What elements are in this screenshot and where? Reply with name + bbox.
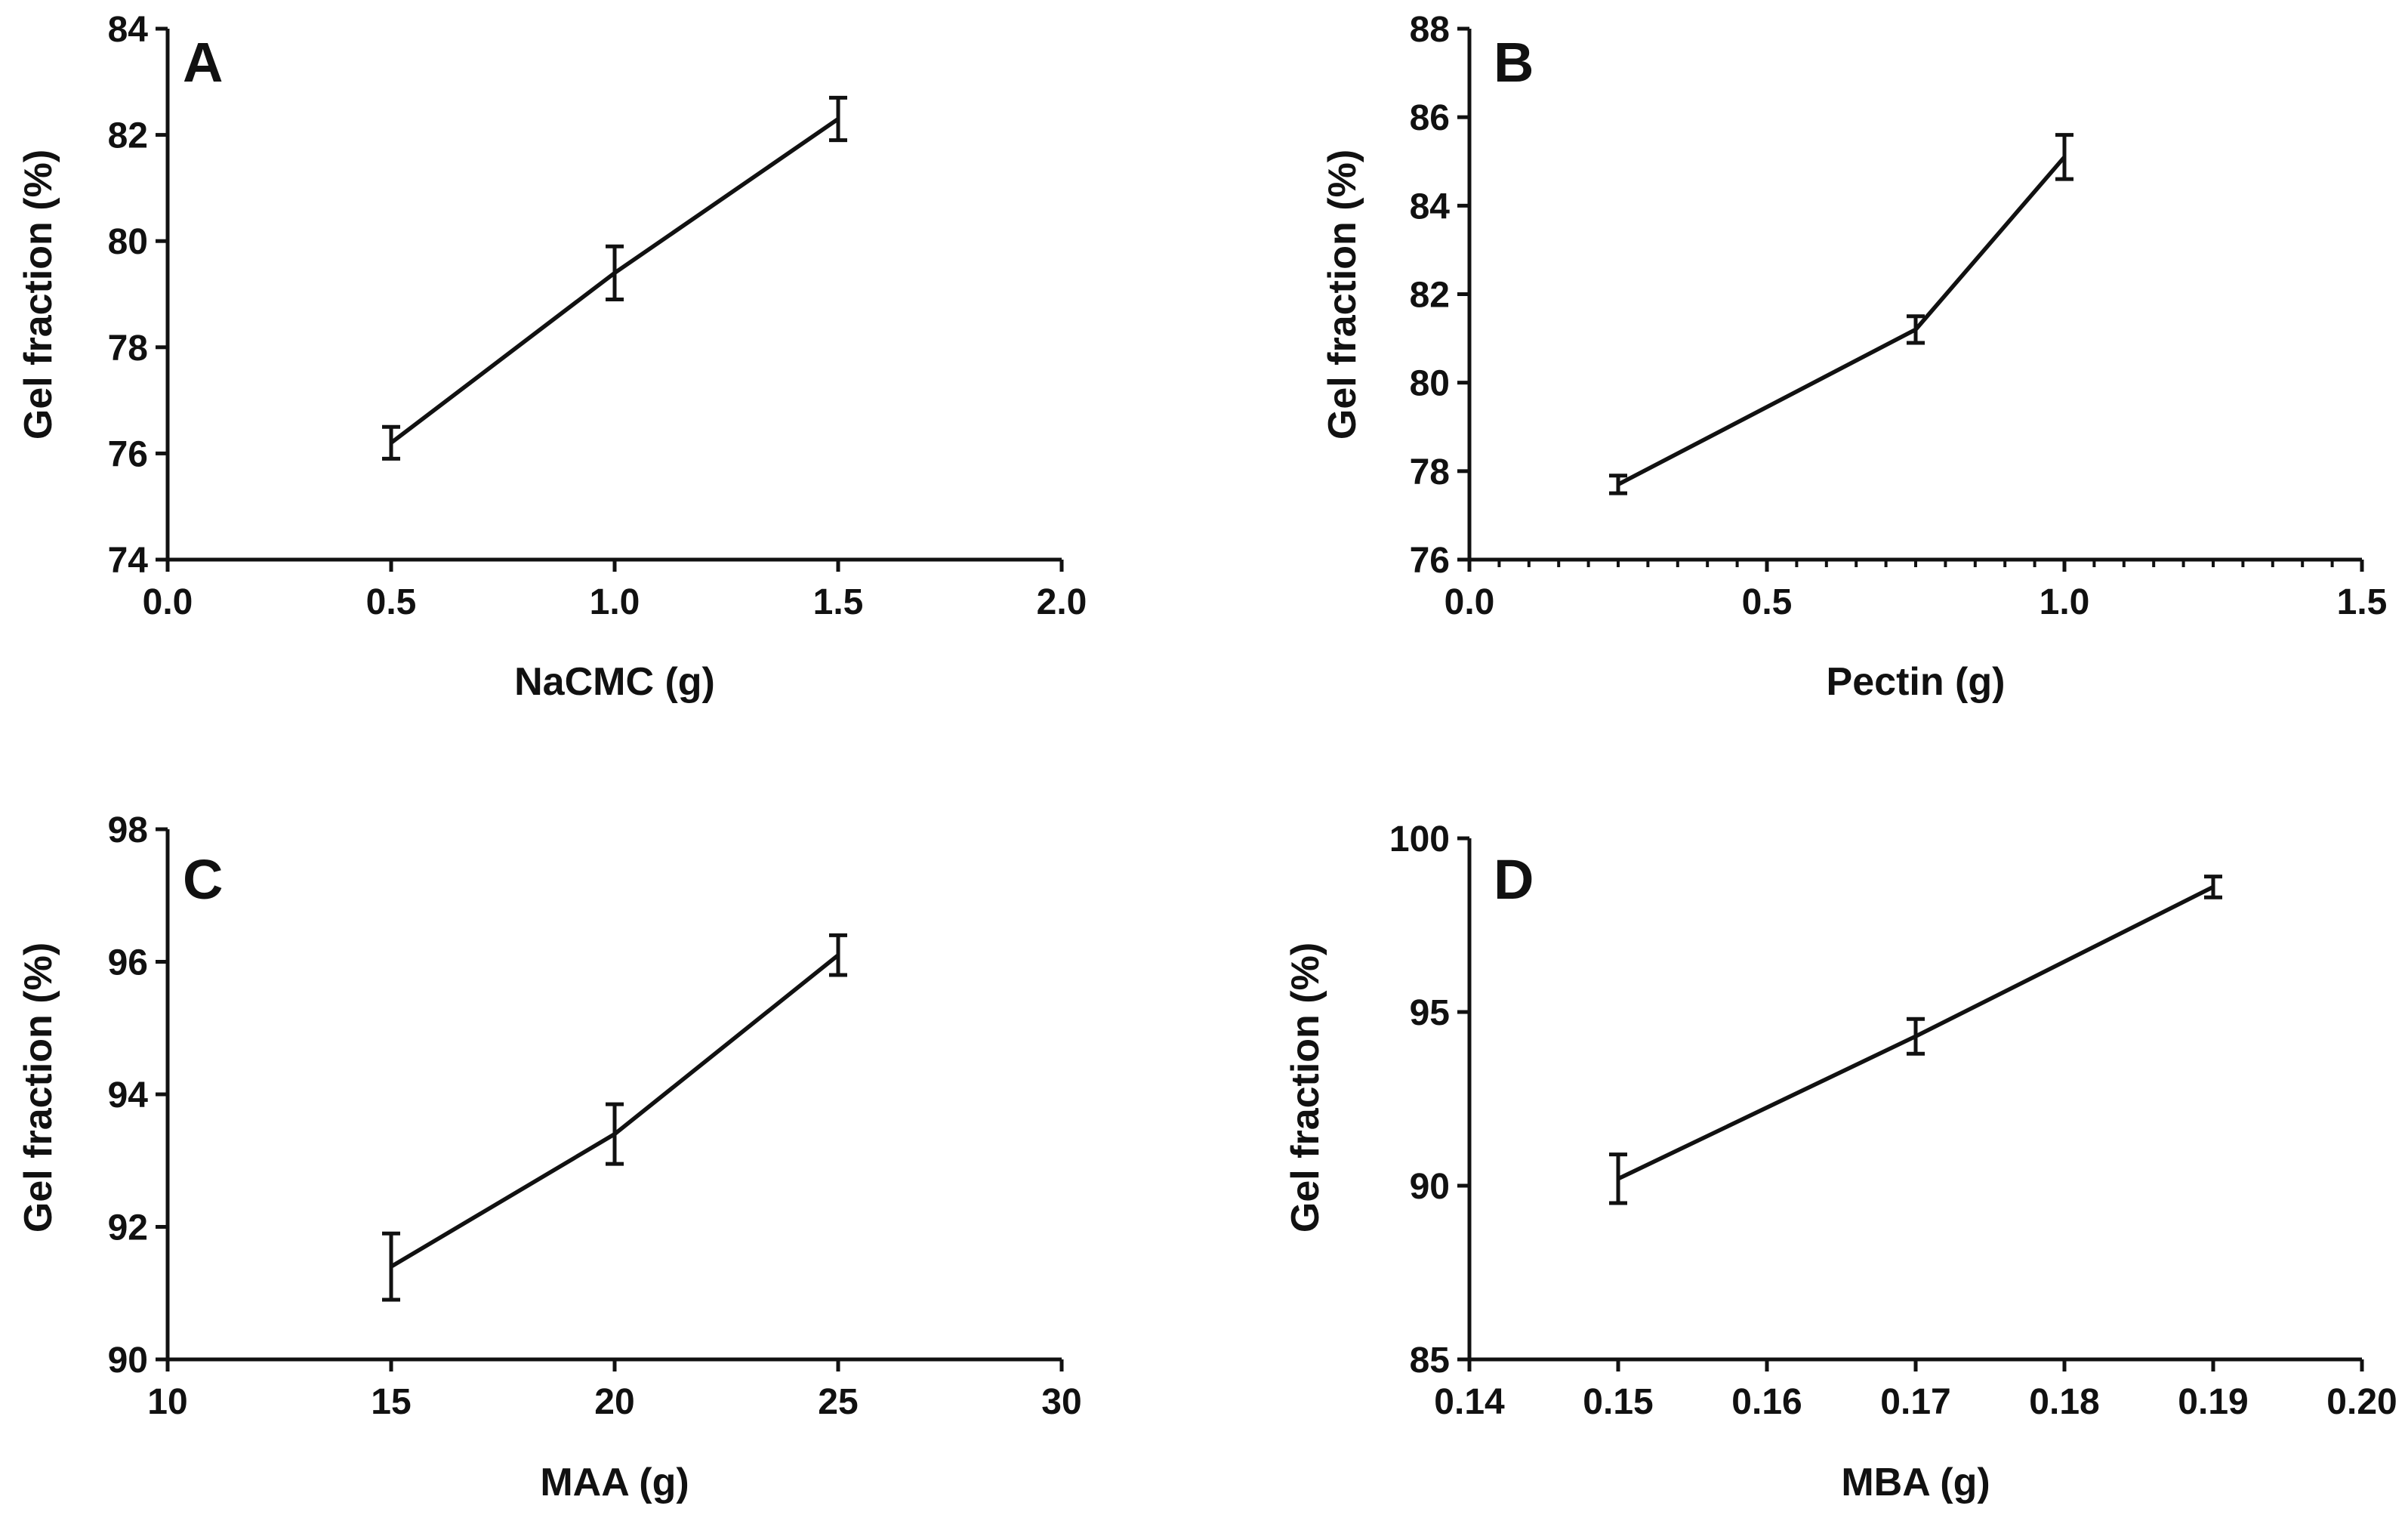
- x-tick-label: 2.0: [1037, 582, 1087, 622]
- x-tick-label: 0.16: [1731, 1382, 1802, 1422]
- x-tick-label: 0.15: [1583, 1382, 1653, 1422]
- y-tick-label: 85: [1410, 1341, 1450, 1381]
- error-bar: [829, 95, 847, 143]
- x-axis-title: MBA (g): [1841, 1461, 1990, 1504]
- x-tick-label: 1.5: [2337, 582, 2388, 622]
- y-tick-label: 98: [108, 810, 148, 850]
- x-tick-label: 0.14: [1434, 1382, 1505, 1422]
- panel-d: D MBA (g) Gel fraction (%) 85 90 95 100 0.14…: [1284, 819, 2397, 1504]
- y-tick-label: 84: [108, 10, 149, 50]
- x-tick-label: 1.0: [2040, 582, 2090, 622]
- error-bar: [1907, 1017, 1925, 1056]
- panel-a: A NaCMC (g) Gel fraction (%) 74 76 78 80 82 8…: [17, 10, 1087, 704]
- x-tick-label: 0.20: [2326, 1382, 2397, 1422]
- y-tick-label: 80: [1410, 364, 1450, 404]
- error-bar: [1609, 474, 1627, 495]
- error-bar: [382, 424, 400, 461]
- x-tick-label: 0.18: [2029, 1382, 2099, 1422]
- y-tick-label: 94: [108, 1075, 149, 1115]
- x-tick-label: 0.17: [1880, 1382, 1950, 1422]
- error-bar: [829, 933, 847, 977]
- panel-label: B: [1494, 31, 1534, 94]
- y-tick-label: 82: [1410, 276, 1450, 316]
- x-tick-label: 0.19: [2178, 1382, 2248, 1422]
- x-tick-label: 0.5: [366, 582, 417, 622]
- y-tick-label: 96: [108, 943, 148, 983]
- y-tick-label: 90: [108, 1341, 148, 1381]
- x-tick-label: 10: [147, 1382, 187, 1422]
- x-tick-label: 0.0: [143, 582, 193, 622]
- y-axis-title: Gel fraction (%): [1284, 943, 1327, 1233]
- y-tick-label: 82: [108, 116, 148, 156]
- x-axis-title: Pectin (g): [1827, 660, 2006, 704]
- panel-label: A: [183, 31, 223, 94]
- error-bar: [1907, 314, 1925, 345]
- x-tick-label: 0.0: [1444, 582, 1495, 622]
- y-tick-label: 76: [108, 434, 148, 474]
- x-axis-title: MAA (g): [540, 1461, 689, 1504]
- series-line: [1617, 156, 2067, 486]
- x-tick-label: 1.0: [590, 582, 640, 622]
- y-axis-title: Gel fraction (%): [1321, 150, 1364, 440]
- panel-c: C MAA (g) Gel fraction (%) 90 92 94 96 98 10 1…: [17, 810, 1082, 1504]
- error-bar: [1609, 1152, 1627, 1205]
- panel-b: B Pectin (g) Gel fraction (%) 76 78 80 82 84…: [1321, 10, 2387, 704]
- y-tick-label: 76: [1410, 541, 1450, 581]
- y-tick-label: 78: [1410, 452, 1450, 492]
- x-axis-title: NaCMC (g): [514, 660, 715, 704]
- y-tick-label: 86: [1410, 98, 1450, 138]
- y-tick-label: 74: [108, 541, 149, 581]
- y-axis-title: Gel fraction (%): [17, 150, 60, 440]
- panel-label: C: [183, 848, 223, 911]
- y-tick-label: 78: [108, 329, 148, 369]
- x-tick-label: 20: [594, 1382, 634, 1422]
- error-bar: [606, 1102, 624, 1166]
- y-tick-label: 95: [1410, 993, 1450, 1033]
- y-tick-label: 92: [108, 1208, 148, 1248]
- x-tick-label: 15: [371, 1382, 411, 1422]
- x-tick-label: 0.5: [1742, 582, 1793, 622]
- y-axis-title: Gel fraction (%): [17, 943, 60, 1233]
- x-tick-label: 25: [818, 1382, 858, 1422]
- error-bar: [2204, 875, 2222, 899]
- error-bar: [2055, 133, 2073, 181]
- y-tick-label: 84: [1410, 187, 1451, 227]
- y-tick-label: 80: [108, 222, 148, 262]
- y-tick-label: 90: [1410, 1167, 1450, 1207]
- y-tick-label: 100: [1389, 819, 1450, 859]
- panel-label: D: [1494, 848, 1534, 911]
- x-tick-label: 30: [1041, 1382, 1081, 1422]
- y-tick-label: 88: [1410, 10, 1450, 50]
- x-tick-label: 1.5: [813, 582, 864, 622]
- error-bar: [382, 1231, 400, 1302]
- error-bar: [606, 244, 624, 302]
